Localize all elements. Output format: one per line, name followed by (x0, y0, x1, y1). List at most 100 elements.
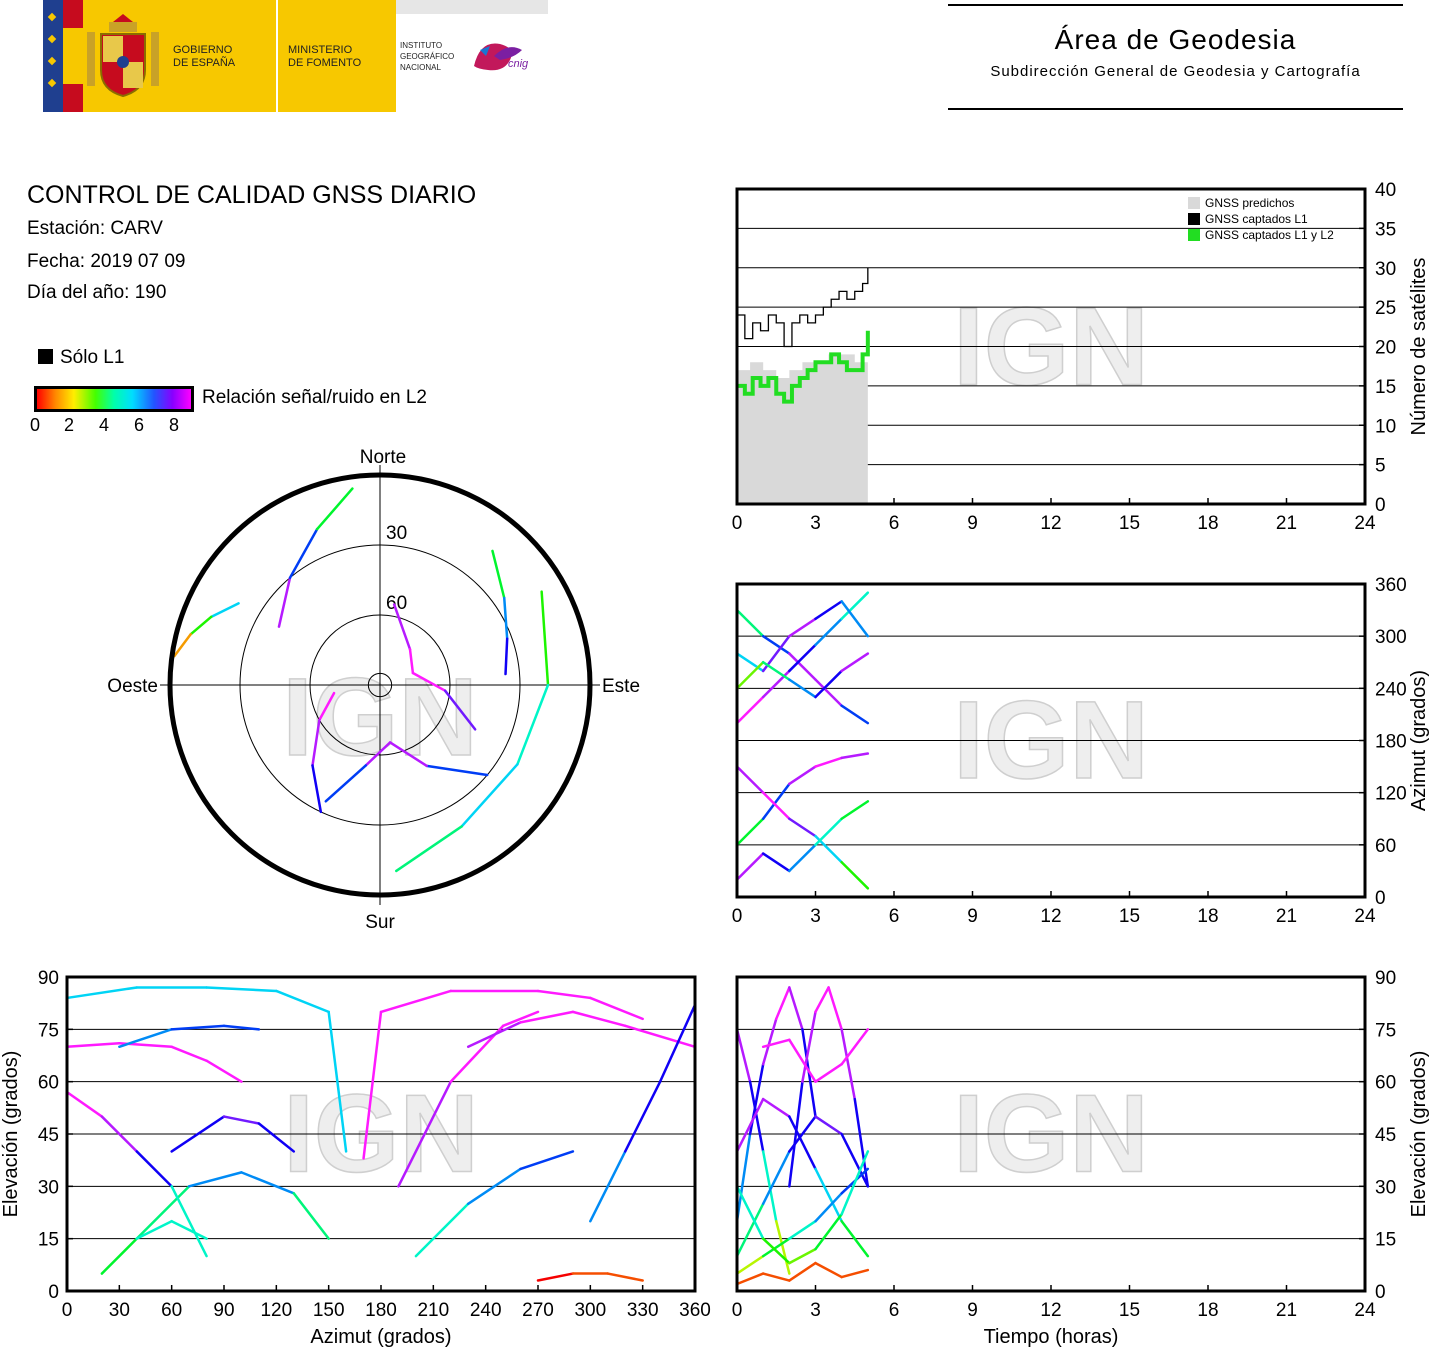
sky-track-segment (388, 741, 428, 768)
snr-tick: 4 (99, 415, 110, 435)
x-tick-label: 360 (679, 1300, 711, 1321)
track-segment (775, 1219, 791, 1275)
x-tick-label: 150 (313, 1300, 345, 1321)
y-tick-label: 30 (1375, 1177, 1396, 1198)
track-segment (257, 1122, 296, 1153)
legend-entry: GNSS predichos (1205, 196, 1294, 210)
date-label: Fecha: 2019 07 09 (27, 251, 186, 272)
track-segment (748, 1080, 765, 1153)
track-segment (735, 1202, 765, 1258)
track-segment (735, 1028, 752, 1083)
l1-only-swatch (38, 349, 53, 364)
track-segment (397, 1080, 453, 1188)
x-tick-label: 21 (1276, 906, 1297, 927)
area-title: Área de Geodesia (1054, 24, 1297, 55)
plot-frame (65, 975, 697, 1293)
y-tick-label: 0 (1375, 1282, 1386, 1303)
x-tick-label: 210 (417, 1300, 449, 1321)
track-segment (761, 661, 791, 681)
cnig-logo-icon (474, 43, 522, 71)
track-segment (135, 1150, 173, 1188)
track-segment (118, 1028, 173, 1049)
sky-track-segment (210, 602, 240, 619)
legend-entry: GNSS captados L1 (1205, 212, 1308, 226)
track-segment (814, 669, 843, 699)
track-segment (170, 1024, 226, 1031)
track-segment (761, 1150, 778, 1223)
snr-tick: 6 (134, 415, 145, 435)
y-tick-label: 5 (1375, 456, 1386, 477)
track-segment (814, 986, 830, 1014)
track-segment (761, 852, 791, 873)
track-segment (788, 1080, 804, 1188)
track-segment (414, 1202, 470, 1258)
x-tick-label: 30 (109, 1300, 130, 1321)
south-label: Sur (365, 912, 395, 933)
track-segment (205, 1059, 243, 1083)
x-tick-label: 6 (889, 1300, 900, 1321)
x-tick-label: 180 (365, 1300, 397, 1321)
track-segment (788, 617, 817, 638)
x-tick-label: 18 (1197, 906, 1218, 927)
eu-flag-stripe (43, 0, 63, 112)
sky-track-segment (411, 671, 447, 692)
report-title: CONTROL DE CALIDAD GNSS DIARIO (27, 181, 477, 209)
track-segment (292, 1192, 330, 1240)
track-segment (761, 791, 791, 820)
track-segment (589, 996, 644, 1021)
track-segment (735, 1272, 765, 1286)
legend-swatch (1188, 229, 1200, 241)
track-segment (735, 1185, 765, 1240)
track-segment (788, 1115, 817, 1171)
track-segment (658, 1003, 697, 1083)
track-segment (735, 608, 765, 638)
track-segment (840, 1028, 856, 1101)
captured-l1-line (737, 267, 869, 348)
y-axis-label: Número de satélites (1408, 258, 1430, 436)
track-segment (735, 852, 765, 881)
track-segment (65, 1042, 121, 1049)
track-segment (735, 661, 765, 690)
x-tick-label: 330 (627, 1300, 659, 1321)
y-tick-label: 40 (1375, 180, 1396, 201)
area-subtitle: Subdirección General de Geodesia y Carto… (990, 63, 1361, 80)
x-tick-label: 24 (1354, 1300, 1376, 1321)
y-tick-label: 15 (1375, 377, 1396, 398)
x-tick-label: 12 (1040, 513, 1061, 534)
horizon-circle (167, 472, 593, 898)
x-tick-label: 12 (1040, 906, 1061, 927)
ministerio-text: MINISTERIO DE FOMENTO (288, 44, 362, 69)
track-segment (814, 600, 843, 621)
track-segment (222, 1115, 261, 1125)
track-segment (327, 1010, 348, 1153)
sky-track-segment (315, 487, 354, 531)
track-segment (840, 652, 870, 673)
track-segment (135, 1219, 173, 1240)
x-tick-label: 0 (732, 906, 743, 927)
track-segment (840, 1150, 870, 1216)
track-segment (379, 989, 453, 1014)
y-tick-label: 60 (1375, 1073, 1396, 1094)
track-segment (240, 1171, 296, 1195)
track-segment (840, 752, 870, 760)
track-segment (170, 1115, 226, 1153)
track-segment (65, 986, 139, 1000)
track-segment (840, 600, 870, 638)
track-segment (170, 1045, 208, 1062)
y-tick-label: 120 (1375, 784, 1407, 805)
predicted-area (737, 330, 868, 504)
track-segment (814, 617, 843, 647)
track-segment (788, 1247, 817, 1265)
elevation-ring (239, 544, 521, 826)
y-tick-label: 75 (38, 1020, 59, 1041)
government-logo-band: GOBIERNO DE ESPAÑA MINISTERIO DE FOMENTO (43, 0, 396, 112)
track-segment (814, 1167, 843, 1223)
y-tick-label: 60 (1375, 836, 1396, 857)
y-tick-label: 180 (1375, 732, 1407, 753)
x-tick-label: 15 (1119, 513, 1140, 534)
track-segment (735, 652, 765, 673)
x-tick-label: 24 (1354, 513, 1376, 534)
sky-track-segment (395, 825, 463, 873)
sky-track-segment (173, 633, 192, 658)
